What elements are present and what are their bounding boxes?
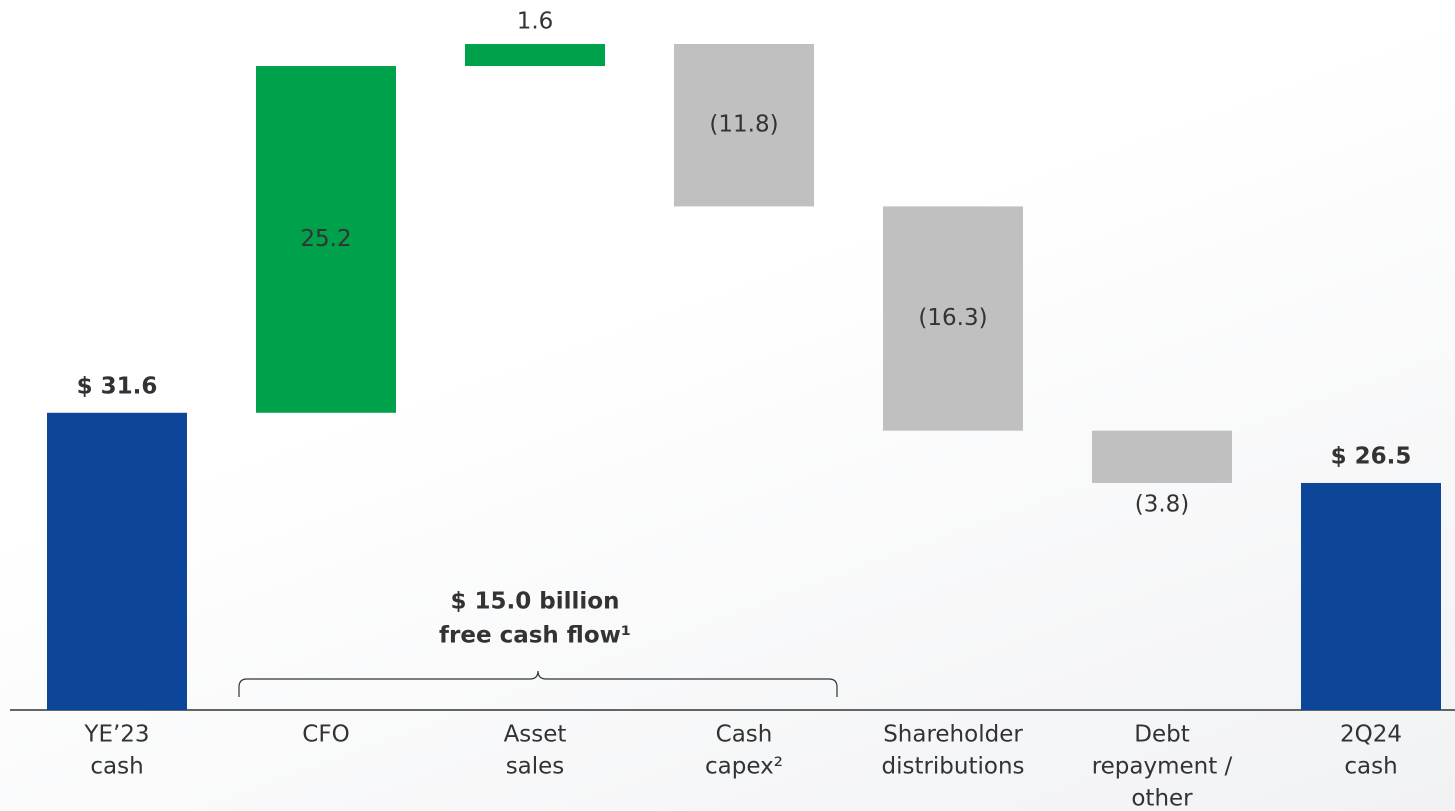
x-tick-label: CFO [302, 722, 349, 748]
bar [674, 44, 814, 207]
bar [256, 66, 396, 413]
x-tick-label: repayment / [1092, 754, 1233, 780]
bar [465, 44, 605, 67]
x-tick-label: Asset [504, 722, 567, 748]
x-tick-label: capex² [705, 754, 783, 780]
bar [47, 412, 187, 710]
value-label: (11.8) [709, 112, 778, 138]
x-tick-label: 2Q24 [1340, 722, 1402, 748]
x-tick-label: Debt [1134, 722, 1189, 748]
x-tick-label: distributions [881, 754, 1024, 780]
x-tick-label: Cash [716, 722, 773, 748]
bar [883, 206, 1023, 431]
x-tick-label: cash [90, 754, 143, 780]
value-label: $ 31.6 [77, 373, 158, 399]
x-tick-label: other [1131, 786, 1193, 811]
value-label: 1.6 [517, 9, 554, 35]
annotation: free cash flow¹ [439, 623, 631, 649]
x-tick-label: YE’23 [83, 722, 149, 748]
value-label: (16.3) [918, 305, 987, 331]
x-tick-label: cash [1344, 754, 1397, 780]
x-tick-label: sales [506, 754, 565, 780]
bar [1301, 482, 1441, 710]
value-label: 25.2 [300, 226, 351, 252]
value-label: (3.8) [1135, 491, 1190, 517]
annotation: $ 15.0 billion [451, 589, 620, 615]
bar [1092, 430, 1232, 483]
x-tick-label: Shareholder [883, 722, 1023, 748]
value-label: $ 26.5 [1331, 443, 1412, 469]
bracket [238, 670, 838, 697]
